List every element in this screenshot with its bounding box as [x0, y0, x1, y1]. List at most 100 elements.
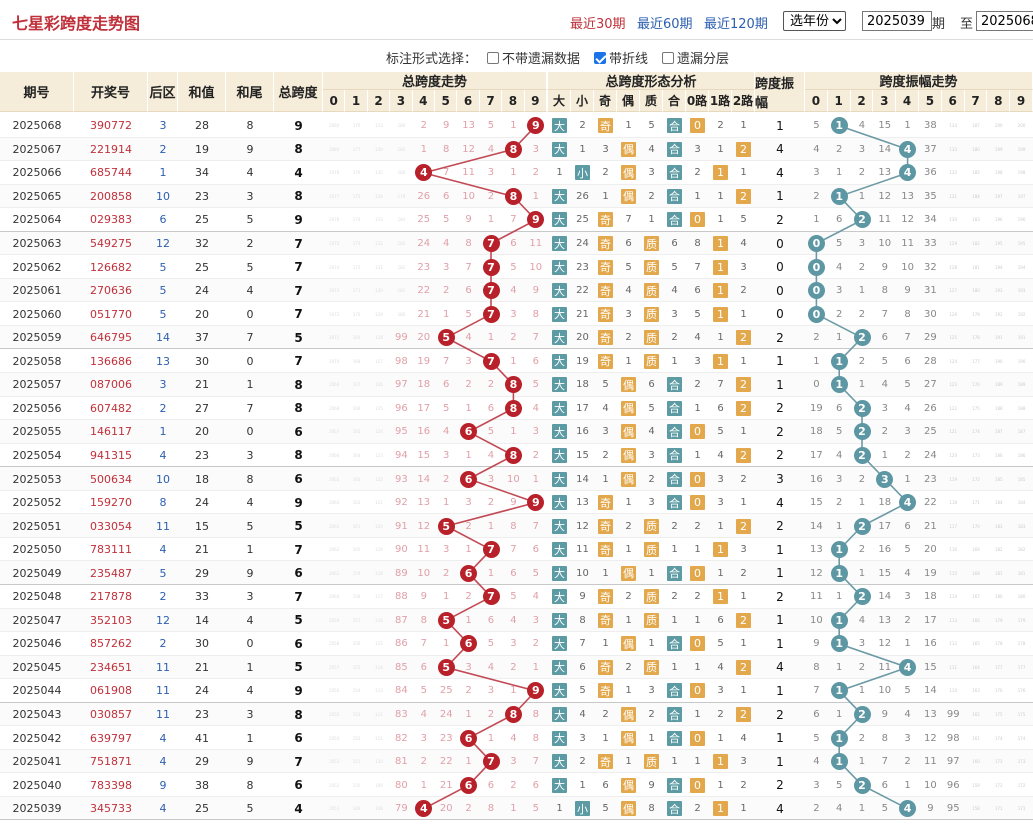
header-trend-digit: 2	[367, 90, 391, 112]
row-back-zone: 5	[159, 566, 167, 580]
row-tail: 0	[246, 307, 254, 321]
form-tag: 合	[667, 141, 682, 157]
trend-omission-cell: 2062	[329, 547, 340, 553]
row-sum: 33	[195, 590, 209, 604]
form-omission-cell: 11	[576, 544, 589, 556]
year-select[interactable]: 选年份	[783, 11, 846, 31]
form-cell: 奇	[594, 491, 617, 515]
amp-omission-cell: 180	[994, 594, 1003, 600]
row-amp: 2	[776, 424, 784, 439]
form-omission-cell: 3	[602, 143, 609, 155]
amp-omission-cell: 173	[994, 759, 1003, 765]
form-omission-cell: 5	[717, 638, 724, 650]
trend-omission-cell: 132	[375, 241, 383, 247]
trend-omission-cell: 8	[532, 308, 539, 320]
header-issue-sort[interactable]: 期号	[0, 72, 74, 112]
form-tag: 合	[667, 636, 682, 652]
option-polyline[interactable]: 带折线	[594, 48, 648, 67]
form-tag: 合	[667, 447, 682, 463]
trend-omission-cell: 120	[375, 523, 383, 529]
period-link-120[interactable]: 最近120期	[704, 17, 768, 32]
table-row	[0, 325, 1033, 350]
amp-omission-cell: 187	[1017, 429, 1026, 435]
trend-omission-cell: 2077	[329, 193, 340, 199]
trend-omission-cell: 1	[487, 732, 495, 744]
amp-omission-cell: 2	[836, 308, 843, 320]
form-cell: 2	[732, 138, 755, 162]
form-cell: 奇	[594, 750, 617, 774]
form-cell: 偶	[617, 797, 640, 821]
trend-omission-cell: 2075	[329, 241, 340, 247]
span-ball: 7	[482, 258, 500, 276]
amp-omission-cell: 13	[810, 544, 823, 556]
form-omission-cell: 3	[648, 449, 655, 461]
trend-omission-cell: 3	[465, 497, 472, 509]
trend-omission-cell: 1	[465, 756, 472, 768]
row-back-zone: 5	[159, 307, 167, 321]
form-tag: 奇	[598, 518, 613, 534]
amp-omission-cell: 181	[972, 264, 980, 270]
trend-omission-cell: 1	[443, 308, 450, 320]
option-omission-layer[interactable]: 遗漏分层	[662, 48, 729, 67]
amp-omission-cell: 28	[924, 355, 937, 367]
span-ball: 9	[527, 682, 545, 700]
amp-omission-cell: 177	[972, 358, 980, 364]
form-omission-cell: 19	[576, 355, 589, 367]
trend-omission-cell: 5	[510, 261, 517, 273]
trend-omission-cell: 6	[465, 285, 472, 297]
amp-omission-cell: 134	[949, 123, 958, 129]
form-cell: 0	[686, 208, 709, 232]
from-issue-input[interactable]	[862, 11, 932, 31]
row-amp: 1	[776, 377, 784, 392]
period-link-30[interactable]: 最近30期	[570, 17, 626, 32]
form-tag: 合	[667, 730, 682, 746]
span-ball: 5	[437, 658, 455, 676]
trend-omission-cell: 5	[487, 120, 495, 132]
amp-omission-cell: 8	[881, 732, 888, 744]
checkbox-no-omission[interactable]	[487, 52, 499, 64]
form-cell: 质	[640, 656, 663, 680]
amp-omission-cell: 4	[858, 614, 866, 626]
amp-omission-cell: 9	[881, 709, 888, 721]
amp-omission-cell: 15	[878, 120, 892, 132]
span-ball: 8	[504, 376, 522, 394]
amp-omission-cell: 23	[924, 473, 937, 485]
trend-omission-cell: 149	[352, 806, 361, 812]
amp-ball: 1	[830, 352, 848, 370]
form-omission-cell: 1	[625, 355, 632, 367]
header-trend-digit: 5	[435, 90, 458, 112]
form-cell: 奇	[594, 208, 617, 232]
amp-omission-cell: 14	[878, 143, 892, 155]
row-issue: 2025042	[12, 731, 62, 745]
trend-omission-cell: 2	[532, 449, 539, 461]
trend-omission-cell: 117	[375, 594, 383, 600]
to-issue-input[interactable]	[976, 11, 1033, 31]
header-amp-digit: 5	[919, 90, 942, 112]
form-tag: 1	[713, 589, 728, 605]
trend-omission-cell: 110	[375, 759, 383, 765]
trend-omission-cell: 2	[443, 567, 450, 579]
checkbox-polyline[interactable]	[594, 52, 606, 64]
trend-omission-cell: 133	[375, 217, 383, 223]
trend-omission-cell: 1	[443, 638, 450, 650]
trend-omission-cell: 2	[532, 167, 539, 179]
trend-omission-cell: 85	[395, 661, 408, 673]
period-link-60[interactable]: 最近60期	[637, 17, 693, 32]
form-omission-cell: 3	[625, 308, 632, 320]
option-no-omission[interactable]: 不带遗漏数据	[487, 48, 580, 67]
amp-omission-cell: 188	[994, 405, 1003, 411]
header-amp-digit: 2	[850, 90, 874, 112]
amp-omission-cell: 186	[1017, 452, 1026, 458]
row-issue: 2025046	[12, 637, 62, 651]
form-omission-cell: 6	[717, 402, 724, 414]
span-ball: 6	[460, 470, 478, 488]
row-span: 7	[294, 236, 303, 251]
trend-omission-cell: 2	[510, 779, 517, 791]
row-amp: 2	[776, 778, 784, 793]
row-sum: 15	[195, 519, 209, 533]
amp-omission-cell: 17	[924, 614, 937, 626]
form-omission-cell: 3	[648, 497, 655, 509]
row-span: 9	[294, 212, 303, 227]
checkbox-omission-layer[interactable]	[662, 52, 674, 64]
